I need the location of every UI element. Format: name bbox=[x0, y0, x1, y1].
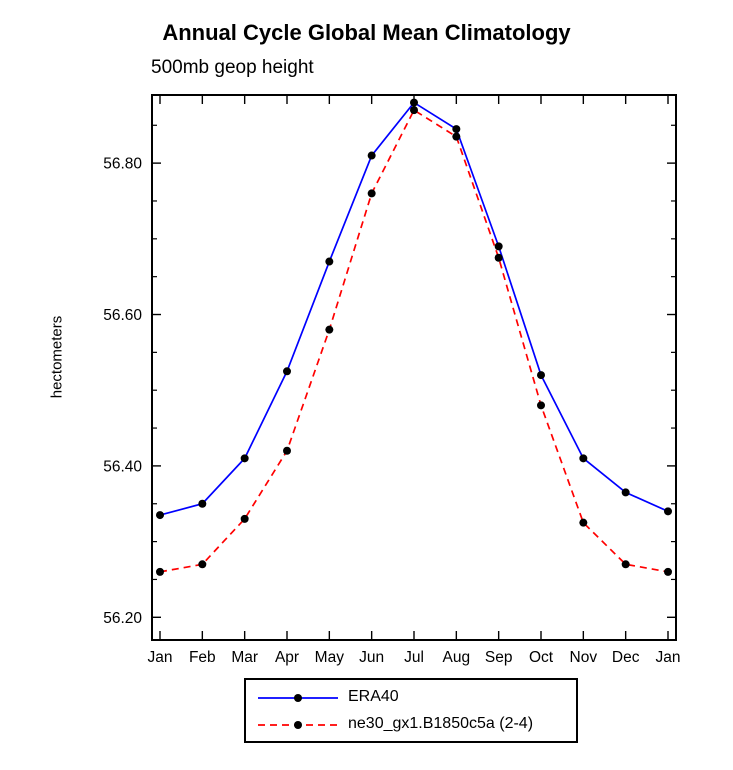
legend-entry-era40: ERA40 bbox=[258, 686, 576, 708]
x-tick-label: Sep bbox=[485, 649, 513, 666]
data-point-0 bbox=[156, 511, 164, 520]
x-tick-label: May bbox=[315, 649, 345, 666]
x-tick-label: Jul bbox=[404, 649, 424, 666]
data-point-1 bbox=[452, 132, 461, 141]
data-point-1 bbox=[664, 567, 672, 576]
x-tick-label: Mar bbox=[231, 649, 258, 666]
legend-sample-svg bbox=[258, 693, 338, 702]
data-point-0 bbox=[410, 98, 418, 107]
legend: ERA40 ne30_gx1.B1850c5a (2-4) bbox=[244, 678, 578, 743]
legend-label-era40: ERA40 bbox=[348, 687, 399, 705]
legend-sample-marker bbox=[294, 693, 302, 702]
data-point-1 bbox=[494, 253, 503, 262]
data-point-1 bbox=[283, 446, 291, 455]
x-tick-label: Jun bbox=[359, 649, 384, 666]
data-point-0 bbox=[283, 367, 291, 376]
data-point-0 bbox=[240, 454, 249, 463]
legend-line-sample-era40 bbox=[258, 691, 338, 703]
data-point-0 bbox=[452, 125, 461, 134]
series-line-1 bbox=[159, 108, 669, 573]
data-point-1 bbox=[537, 401, 545, 410]
data-point-0 bbox=[579, 454, 588, 463]
legend-sample-marker bbox=[294, 721, 302, 730]
x-tick-label: Apr bbox=[275, 649, 299, 666]
data-point-1 bbox=[240, 514, 249, 523]
x-tick-label: Oct bbox=[529, 649, 554, 666]
data-point-0 bbox=[198, 499, 207, 508]
x-tick-label: Dec bbox=[612, 649, 640, 666]
data-point-1 bbox=[621, 560, 630, 569]
data-point-0 bbox=[367, 151, 376, 160]
x-tick-label: Nov bbox=[570, 649, 598, 666]
data-point-0 bbox=[664, 507, 672, 516]
y-tick-label: 56.40 bbox=[103, 458, 142, 475]
data-point-1 bbox=[367, 189, 376, 198]
data-point-0 bbox=[325, 257, 334, 266]
legend-line-sample-ne30 bbox=[258, 718, 338, 730]
legend-entry-ne30: ne30_gx1.B1850c5a (2-4) bbox=[258, 713, 576, 735]
legend-sample-svg bbox=[258, 721, 338, 730]
x-tick-label: Jan bbox=[148, 649, 173, 666]
plot-frame bbox=[151, 94, 677, 641]
data-point-1 bbox=[156, 567, 164, 576]
series-line-0 bbox=[159, 101, 669, 516]
data-point-1 bbox=[325, 325, 334, 334]
legend-label-ne30: ne30_gx1.B1850c5a (2-4) bbox=[348, 715, 534, 733]
data-point-1 bbox=[579, 518, 588, 527]
data-point-0 bbox=[537, 371, 545, 380]
data-point-0 bbox=[621, 488, 630, 497]
data-point-1 bbox=[410, 106, 418, 115]
y-tick-label: 56.20 bbox=[103, 610, 142, 627]
y-tick-label: 56.60 bbox=[103, 307, 142, 324]
chart-subtitle: 500mb geop height bbox=[151, 57, 314, 78]
x-tick-label: Aug bbox=[443, 649, 471, 666]
data-point-1 bbox=[198, 560, 207, 569]
x-tick-label: Feb bbox=[189, 649, 216, 666]
data-point-0 bbox=[494, 242, 503, 251]
chart-title: Annual Cycle Global Mean Climatology bbox=[162, 20, 571, 45]
x-tick-label: Jan bbox=[656, 649, 681, 666]
y-tick-label: 56.80 bbox=[103, 156, 142, 173]
